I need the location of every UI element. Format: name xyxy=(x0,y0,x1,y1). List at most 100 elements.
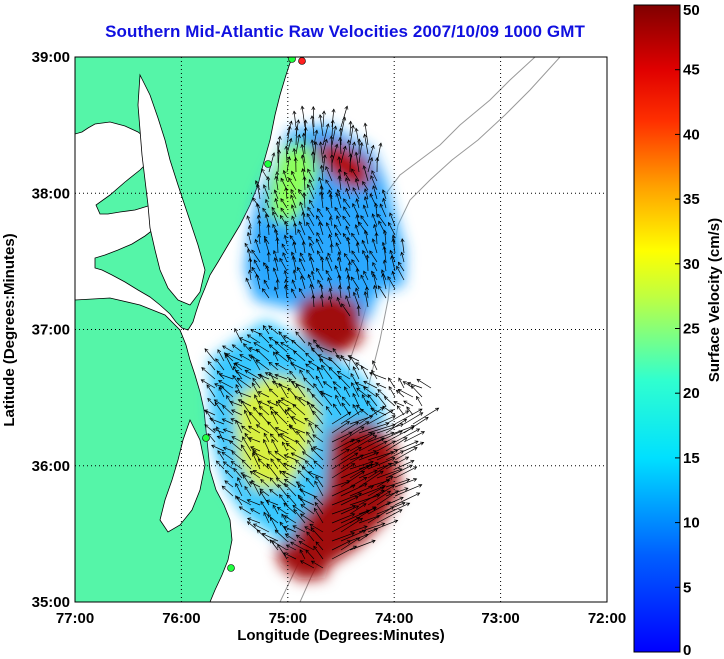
velocity-arrow xyxy=(352,187,360,200)
velocity-arrow xyxy=(322,111,325,128)
velocity-arrow xyxy=(372,213,378,227)
velocity-arrowhead xyxy=(369,460,374,465)
colorbar-tick-label: 15 xyxy=(683,450,700,467)
velocity-arrowhead xyxy=(257,391,262,395)
velocity-arrowhead xyxy=(374,232,379,237)
velocity-arrow xyxy=(239,337,252,344)
velocity-arrow xyxy=(340,409,364,425)
velocity-arrow xyxy=(313,446,324,452)
velocity-arrowhead xyxy=(217,450,222,455)
velocity-arrow xyxy=(293,269,297,281)
velocity-arrow xyxy=(244,369,261,380)
velocity-arrow xyxy=(287,387,297,398)
velocity-arrow xyxy=(358,485,386,497)
velocity-arrowhead xyxy=(345,177,349,182)
velocity-arrowhead xyxy=(204,424,209,429)
velocity-arrowhead xyxy=(416,378,421,383)
velocity-arrow xyxy=(306,369,315,380)
velocity-arrowhead xyxy=(310,527,315,532)
velocity-arrow xyxy=(358,422,389,434)
velocity-arrowhead xyxy=(292,525,297,529)
velocity-arrow xyxy=(367,501,391,515)
velocity-arrowhead xyxy=(292,403,297,408)
velocity-arrowhead xyxy=(313,507,318,512)
velocity-arrowhead xyxy=(382,259,387,264)
velocity-arrowhead xyxy=(371,238,376,243)
velocity-arrowhead xyxy=(355,267,360,273)
velocity-arrow xyxy=(275,427,288,434)
velocity-arrowhead xyxy=(336,215,340,220)
velocity-arrowhead xyxy=(325,123,330,128)
velocity-arrow xyxy=(292,256,297,272)
velocity-arrowhead xyxy=(328,295,332,301)
velocity-arrowhead xyxy=(236,377,241,382)
velocity-arrowhead xyxy=(289,362,295,367)
velocity-arrowhead xyxy=(318,141,323,146)
velocity-arrow xyxy=(295,127,298,146)
velocity-arrow xyxy=(219,373,234,380)
velocity-arrowhead xyxy=(251,479,255,484)
velocity-arrow xyxy=(316,215,324,227)
velocity-arrow xyxy=(285,187,288,200)
velocity-arrow xyxy=(290,541,306,551)
velocity-arrow xyxy=(344,253,351,263)
velocity-arrow xyxy=(258,333,270,344)
velocity-arrowhead xyxy=(362,503,367,507)
velocity-arrowhead xyxy=(274,197,279,203)
velocity-arrowhead xyxy=(263,511,268,516)
velocity-arrow xyxy=(388,386,396,398)
velocity-arrowhead xyxy=(391,457,396,461)
velocity-arrowhead xyxy=(354,452,359,457)
velocity-arrowhead xyxy=(357,446,362,451)
velocity-arrow xyxy=(253,342,270,353)
velocity-arrow xyxy=(331,411,351,425)
velocity-arrowhead xyxy=(275,171,280,176)
velocity-arrowhead xyxy=(340,354,345,359)
velocity-arrowhead xyxy=(290,188,295,194)
velocity-arrow xyxy=(396,405,405,416)
velocity-arrowhead xyxy=(265,198,269,204)
velocity-arrow xyxy=(266,265,270,281)
velocity-arrow xyxy=(313,383,324,398)
velocity-arrowhead xyxy=(378,142,383,147)
velocity-arrowhead xyxy=(244,485,249,490)
velocity-arrow xyxy=(385,479,410,488)
velocity-arrowhead xyxy=(343,252,348,258)
velocity-arrow xyxy=(244,486,252,497)
velocity-arrowhead xyxy=(222,345,227,350)
velocity-arrowhead xyxy=(361,239,366,244)
velocity-arrowhead xyxy=(355,362,360,367)
velocity-arrow xyxy=(358,437,385,452)
velocity-arrowhead xyxy=(308,179,313,184)
velocity-arrow xyxy=(334,224,342,236)
velocity-arrowhead xyxy=(394,519,399,524)
velocity-arrowhead xyxy=(247,425,253,430)
velocity-arrow xyxy=(306,431,315,443)
velocity-arrowhead xyxy=(315,541,320,546)
station-marker xyxy=(264,160,272,168)
velocity-arrow xyxy=(315,541,324,551)
velocity-arrowhead xyxy=(291,381,296,385)
velocity-arrow xyxy=(331,438,355,452)
velocity-arrow xyxy=(306,222,315,236)
velocity-arrowhead xyxy=(272,504,277,509)
velocity-arrow xyxy=(387,276,396,290)
velocity-arrowhead xyxy=(299,488,304,493)
velocity-arrow xyxy=(293,509,306,524)
velocity-arrowhead xyxy=(400,450,405,455)
velocity-arrowhead xyxy=(266,514,271,519)
velocity-arrowhead xyxy=(250,446,255,450)
velocity-arrow xyxy=(389,212,396,227)
colorbar-label: Surface Velocity (cm/s) xyxy=(706,218,723,382)
velocity-arrowhead xyxy=(296,119,301,124)
velocity-arrow xyxy=(361,365,369,380)
velocity-arrowhead xyxy=(222,428,227,433)
velocity-arrow xyxy=(216,460,225,470)
velocity-arrowhead xyxy=(283,502,288,507)
velocity-arrow xyxy=(274,411,288,425)
velocity-arrowhead xyxy=(408,464,413,469)
velocity-arrow xyxy=(258,234,261,245)
velocity-arrowhead xyxy=(288,177,292,182)
x-tick-label: 76:00 xyxy=(162,610,200,627)
velocity-arrow xyxy=(370,175,378,191)
